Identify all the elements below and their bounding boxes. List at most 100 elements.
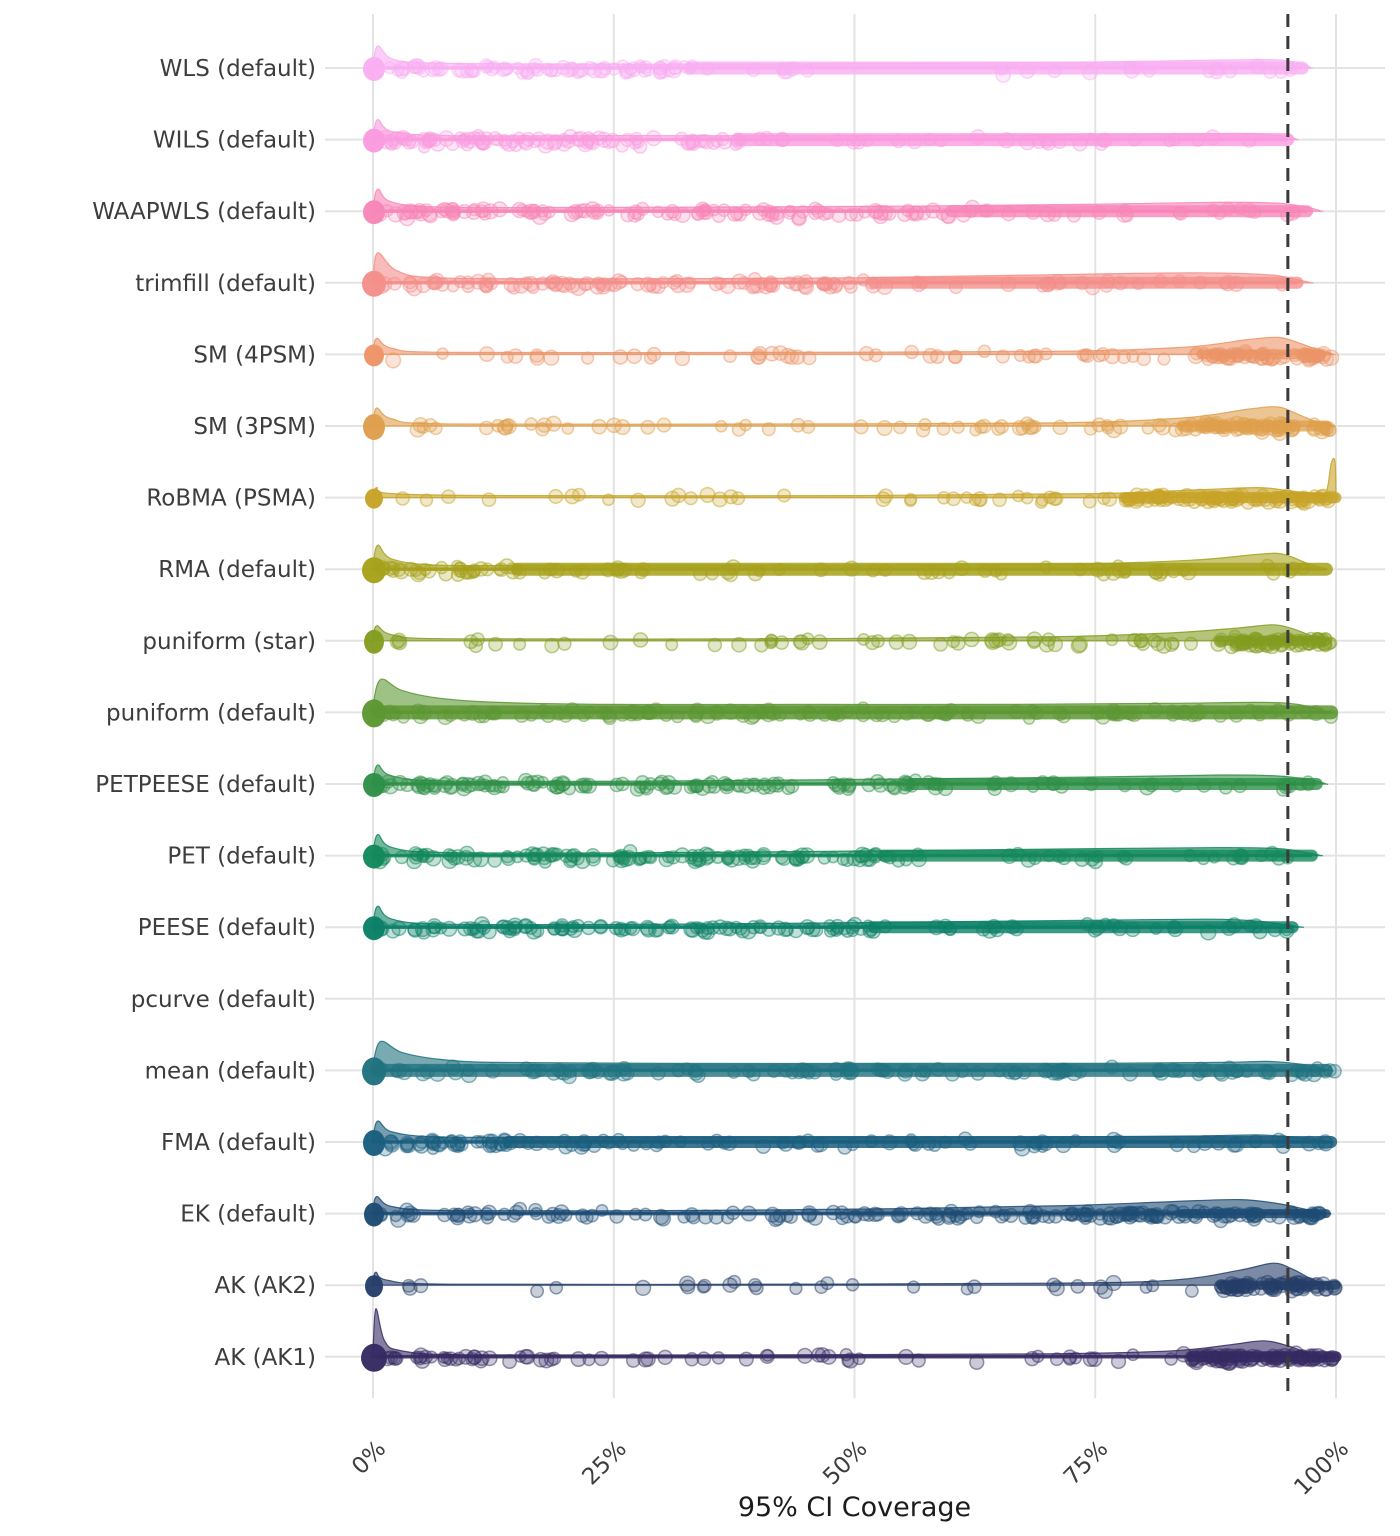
data-point xyxy=(762,780,777,795)
data-point xyxy=(473,709,488,724)
data-point xyxy=(1186,1208,1202,1223)
data-point xyxy=(721,1135,738,1152)
data-point xyxy=(620,207,636,223)
data-point xyxy=(1048,1209,1064,1224)
data-point xyxy=(1094,138,1108,152)
data-point xyxy=(1050,1065,1066,1081)
data-point xyxy=(749,1280,764,1296)
data-point xyxy=(810,1347,827,1363)
data-point xyxy=(916,564,933,581)
y-axis-label-rma-default: RMA (default) xyxy=(158,557,316,583)
data-point xyxy=(1283,63,1297,78)
zero-cluster-blob xyxy=(364,629,384,654)
data-point xyxy=(735,707,751,723)
data-point xyxy=(447,1064,464,1081)
data-point xyxy=(779,63,795,80)
data-point xyxy=(637,63,652,78)
data-point xyxy=(399,1139,414,1154)
data-point xyxy=(696,1351,712,1367)
data-point xyxy=(482,203,499,220)
data-point xyxy=(1242,703,1258,720)
data-point xyxy=(557,636,572,651)
data-point xyxy=(764,1206,781,1223)
data-point xyxy=(909,773,922,787)
data-point xyxy=(397,711,410,724)
data-point xyxy=(801,1205,818,1222)
data-point xyxy=(708,276,724,292)
data-point xyxy=(512,1132,528,1149)
data-point xyxy=(1204,129,1221,146)
data-point xyxy=(994,61,1009,76)
data-point xyxy=(1229,415,1245,432)
data-point xyxy=(686,848,700,863)
data-point xyxy=(1055,1137,1072,1154)
zero-cluster-blob xyxy=(363,1130,385,1156)
data-point xyxy=(596,1133,611,1148)
data-point xyxy=(1019,63,1035,79)
data-point xyxy=(665,638,679,652)
data-point xyxy=(1231,349,1245,363)
data-point xyxy=(1008,1065,1023,1080)
data-point xyxy=(656,417,672,433)
data-point xyxy=(1056,851,1072,866)
data-point xyxy=(559,1208,573,1222)
data-point xyxy=(887,708,902,724)
data-point xyxy=(594,278,607,292)
data-point xyxy=(412,708,429,725)
x-tick-label: 0% xyxy=(347,1436,391,1480)
data-point xyxy=(969,1354,985,1370)
y-axis-label-pcurve-default: pcurve (default) xyxy=(131,987,316,1013)
data-point xyxy=(650,1065,666,1081)
series-ek-default xyxy=(364,1196,1332,1229)
data-point xyxy=(602,204,616,217)
data-point xyxy=(845,1278,860,1292)
series-wils-default xyxy=(363,119,1299,154)
data-point xyxy=(573,203,589,219)
data-point xyxy=(811,634,828,650)
data-point xyxy=(1263,64,1278,79)
data-point xyxy=(630,492,646,508)
data-point xyxy=(592,63,609,79)
zero-cluster-blob xyxy=(363,200,385,225)
data-point xyxy=(689,778,705,794)
data-point xyxy=(936,421,951,436)
data-point xyxy=(591,418,608,435)
data-point xyxy=(839,1348,853,1362)
data-point xyxy=(1090,850,1104,864)
data-point xyxy=(934,134,948,148)
data-point xyxy=(995,349,1010,364)
data-point xyxy=(563,61,580,78)
data-point xyxy=(875,1063,890,1078)
data-point xyxy=(752,204,768,221)
data-point xyxy=(1196,778,1212,793)
y-axis-label-puniform-star: puniform (star) xyxy=(142,629,316,655)
data-point xyxy=(853,921,868,936)
data-point xyxy=(1260,350,1276,366)
data-point xyxy=(800,63,815,78)
data-point xyxy=(930,1061,946,1077)
data-point xyxy=(711,1351,726,1365)
data-point xyxy=(910,275,924,288)
data-point xyxy=(752,131,767,146)
data-point xyxy=(459,131,473,146)
data-point xyxy=(402,276,419,293)
data-point xyxy=(719,277,736,295)
data-point xyxy=(581,920,596,936)
data-point xyxy=(609,1209,625,1224)
data-point xyxy=(1028,1135,1042,1150)
y-axis-label-trimfill-default: trimfill (default) xyxy=(135,271,316,297)
data-point xyxy=(1184,417,1200,433)
series-peese-default xyxy=(363,905,1304,941)
y-axis-label-ek-default: EK (default) xyxy=(180,1202,316,1228)
data-point xyxy=(841,705,855,719)
data-point xyxy=(759,1348,775,1364)
data-point xyxy=(1219,274,1237,292)
data-point xyxy=(718,777,735,795)
data-point xyxy=(774,850,789,865)
data-point xyxy=(1105,703,1122,719)
data-point xyxy=(470,632,485,647)
data-point xyxy=(661,920,676,935)
data-point xyxy=(680,1279,696,1295)
data-point xyxy=(788,278,802,292)
data-point xyxy=(817,707,832,722)
